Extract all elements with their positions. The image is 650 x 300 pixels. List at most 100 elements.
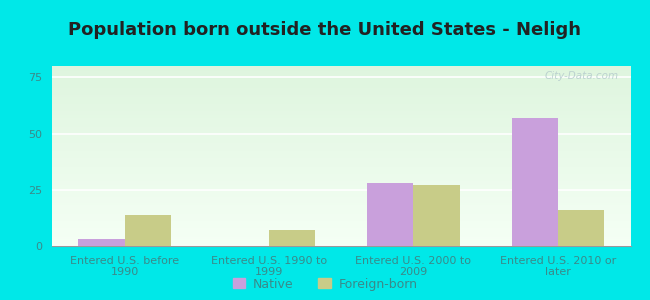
Bar: [52, 183, 630, 185]
Bar: [52, 210, 630, 212]
Bar: [52, 116, 630, 118]
Bar: [52, 147, 630, 149]
Bar: [52, 138, 630, 140]
Bar: [78, 239, 125, 246]
Bar: [52, 156, 630, 158]
Bar: [52, 66, 630, 68]
Bar: [52, 165, 630, 167]
Bar: [52, 97, 630, 98]
Bar: [52, 232, 630, 233]
Bar: [52, 154, 630, 156]
Bar: [52, 169, 630, 170]
Bar: [52, 140, 630, 142]
Bar: [52, 106, 630, 107]
Bar: [52, 205, 630, 206]
Bar: [52, 215, 630, 217]
Bar: [52, 219, 630, 221]
Bar: [52, 244, 630, 246]
Bar: [52, 68, 630, 70]
Bar: [52, 194, 630, 196]
Bar: [413, 185, 460, 246]
Bar: [52, 113, 630, 115]
Bar: [52, 158, 630, 160]
Bar: [52, 188, 630, 190]
Bar: [269, 230, 315, 246]
Bar: [52, 98, 630, 100]
Bar: [52, 203, 630, 205]
Text: City-Data.com: City-Data.com: [545, 71, 619, 81]
Bar: [52, 93, 630, 95]
Bar: [52, 86, 630, 88]
Bar: [52, 212, 630, 214]
Bar: [52, 208, 630, 210]
Bar: [52, 107, 630, 109]
Bar: [52, 178, 630, 179]
Text: Population born outside the United States - Neligh: Population born outside the United State…: [68, 21, 582, 39]
Bar: [52, 133, 630, 134]
Bar: [52, 223, 630, 224]
Bar: [52, 80, 630, 82]
Bar: [367, 183, 413, 246]
Bar: [125, 214, 171, 246]
Bar: [52, 228, 630, 230]
Bar: [52, 120, 630, 122]
Bar: [52, 131, 630, 133]
Bar: [52, 242, 630, 244]
Bar: [52, 75, 630, 77]
Bar: [52, 192, 630, 194]
Bar: [52, 233, 630, 235]
Bar: [52, 95, 630, 97]
Bar: [52, 102, 630, 104]
Bar: [52, 176, 630, 178]
Bar: [52, 82, 630, 84]
Bar: [52, 129, 630, 131]
Bar: [52, 172, 630, 174]
Bar: [52, 196, 630, 197]
Bar: [52, 206, 630, 208]
Bar: [52, 160, 630, 161]
Bar: [558, 210, 605, 246]
Bar: [52, 151, 630, 152]
Bar: [52, 217, 630, 219]
Bar: [52, 237, 630, 239]
Bar: [52, 163, 630, 165]
Bar: [52, 201, 630, 203]
Bar: [52, 70, 630, 71]
Bar: [52, 230, 630, 232]
Bar: [52, 77, 630, 79]
Bar: [52, 111, 630, 113]
Bar: [52, 241, 630, 242]
Bar: [52, 84, 630, 86]
Bar: [52, 125, 630, 127]
Bar: [52, 88, 630, 89]
Bar: [52, 224, 630, 226]
Bar: [52, 91, 630, 93]
Bar: [52, 235, 630, 237]
Bar: [52, 239, 630, 241]
Bar: [52, 185, 630, 187]
Bar: [52, 109, 630, 111]
Bar: [52, 122, 630, 124]
Bar: [52, 187, 630, 188]
Bar: [52, 134, 630, 136]
Bar: [52, 136, 630, 138]
Bar: [52, 226, 630, 228]
Bar: [512, 118, 558, 246]
Bar: [52, 199, 630, 201]
Bar: [52, 127, 630, 129]
Bar: [52, 214, 630, 215]
Bar: [52, 179, 630, 181]
Bar: [52, 152, 630, 154]
Bar: [52, 115, 630, 116]
Bar: [52, 79, 630, 80]
Bar: [52, 71, 630, 73]
Bar: [52, 124, 630, 125]
Bar: [52, 170, 630, 172]
Legend: Native, Foreign-born: Native, Foreign-born: [233, 278, 417, 291]
Bar: [52, 181, 630, 183]
Bar: [52, 118, 630, 120]
Bar: [52, 149, 630, 151]
Bar: [52, 190, 630, 192]
Bar: [52, 145, 630, 147]
Bar: [52, 161, 630, 163]
